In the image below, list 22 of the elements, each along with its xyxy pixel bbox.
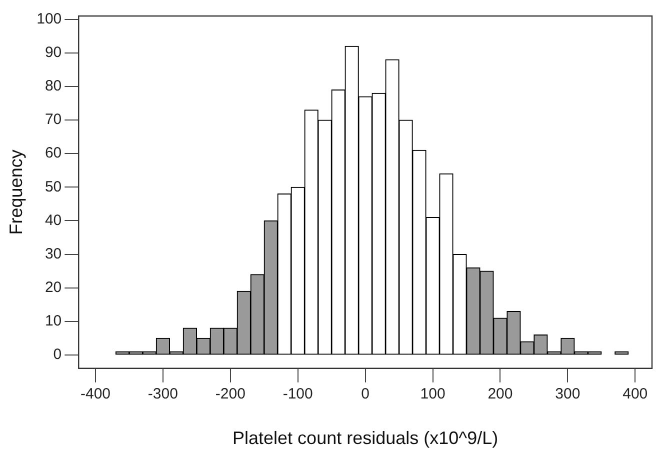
- y-tick-label: 0: [53, 346, 62, 364]
- y-tick-label: 100: [36, 10, 62, 28]
- y-axis-title: Frequency: [6, 150, 26, 235]
- y-tick-label: 50: [44, 178, 62, 196]
- x-tick-label: -400: [80, 386, 111, 403]
- y-tick-label: 70: [44, 111, 62, 128]
- x-tick-label: 300: [555, 386, 580, 403]
- x-tick-label: -300: [148, 386, 178, 403]
- x-tick-label: 100: [420, 386, 446, 403]
- x-axis-title: Platelet count residuals (x10^9/L): [232, 428, 498, 448]
- x-tick-label: 400: [622, 386, 648, 403]
- y-tick-label: 30: [44, 245, 62, 262]
- x-tick-label: -200: [215, 386, 246, 403]
- y-tick-label: 10: [44, 312, 62, 330]
- y-tick-label: 60: [44, 144, 62, 162]
- x-tick-label: 0: [361, 386, 370, 403]
- x-tick-label: -100: [282, 386, 313, 403]
- x-tick-label: 200: [488, 386, 513, 403]
- y-tick-label: 90: [44, 44, 62, 62]
- y-tick-label: 20: [44, 278, 62, 296]
- y-tick-label: 40: [44, 212, 62, 229]
- y-tick-label: 80: [44, 78, 62, 95]
